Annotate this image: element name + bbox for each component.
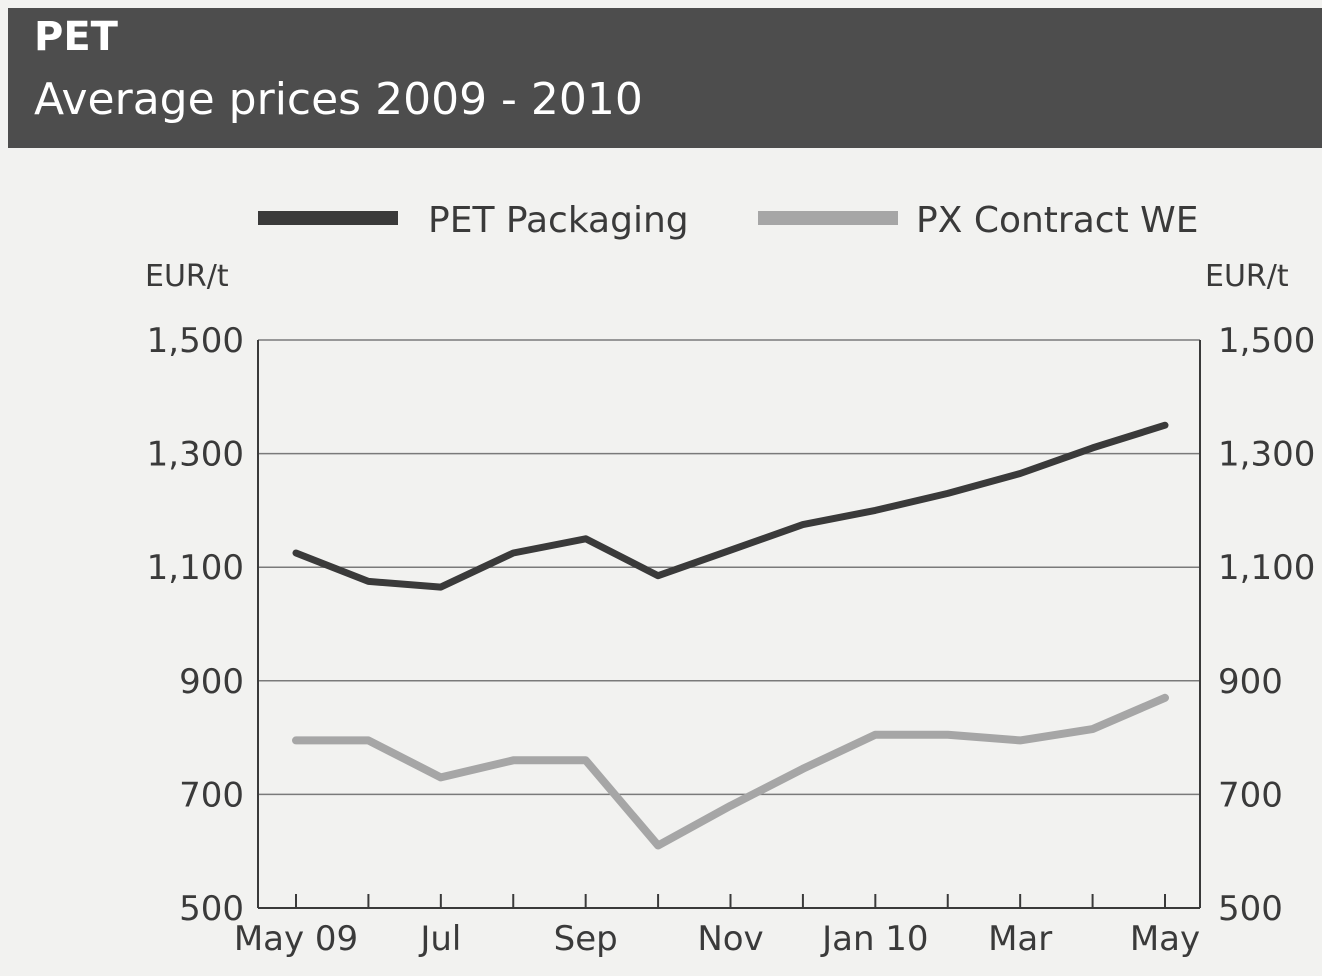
x-tick-label-4: Sep bbox=[554, 919, 618, 959]
chart-title: PET bbox=[34, 14, 118, 60]
data-point-0-7 bbox=[800, 522, 806, 528]
x-tick-label-12: May bbox=[1130, 919, 1200, 959]
data-point-0-9 bbox=[945, 490, 951, 496]
data-point-0-5 bbox=[655, 573, 661, 579]
data-point-1-6 bbox=[728, 803, 733, 809]
y-tick-left-500: 500 bbox=[179, 889, 244, 929]
series-lines bbox=[292, 421, 1169, 850]
data-point-0-12 bbox=[1162, 422, 1168, 428]
data-point-1-5 bbox=[655, 843, 661, 849]
axes bbox=[257, 340, 1201, 909]
series-line-pet-packaging bbox=[292, 421, 1169, 591]
x-tick-label-0: May 09 bbox=[234, 919, 358, 959]
series-line-px-contract-we bbox=[292, 693, 1169, 850]
data-point-1-1 bbox=[365, 737, 371, 743]
data-point-1-3 bbox=[510, 757, 516, 763]
legend-label-px-contract-we: PX Contract WE bbox=[916, 200, 1198, 241]
data-point-0-1 bbox=[365, 578, 371, 584]
data-point-0-8 bbox=[872, 507, 878, 513]
grid-lines bbox=[258, 339, 1200, 796]
data-point-1-10 bbox=[1017, 737, 1023, 743]
data-point-0-10 bbox=[1017, 470, 1023, 476]
y-unit-left: EUR/t bbox=[145, 259, 229, 294]
y-tick-left-700: 700 bbox=[179, 775, 244, 815]
y-tick-right-500: 500 bbox=[1218, 889, 1283, 929]
data-point-1-4 bbox=[583, 757, 589, 763]
legend-label-pet-packaging: PET Packaging bbox=[428, 200, 689, 241]
y-tick-right-1500: 1,500 bbox=[1218, 321, 1315, 361]
data-point-1-11 bbox=[1090, 726, 1096, 732]
data-point-1-12 bbox=[1162, 695, 1168, 701]
y-unit-right: EUR/t bbox=[1205, 259, 1289, 294]
y-tick-labels: 500 500 700 700 900 900 1,100 1,100 1,300 1,300 1,… bbox=[147, 321, 1316, 929]
data-point-1-0 bbox=[293, 737, 299, 743]
y-tick-right-1100: 1,100 bbox=[1218, 548, 1315, 588]
y-tick-right-1300: 1,300 bbox=[1218, 435, 1315, 475]
x-tick-label-6: Nov bbox=[697, 919, 763, 959]
y-tick-left-1100: 1,100 bbox=[147, 548, 244, 588]
data-point-0-0 bbox=[293, 550, 299, 556]
legend: PET Packaging PX Contract WE bbox=[258, 200, 1198, 241]
chart-header: PET Average prices 2009 - 2010 bbox=[8, 8, 1322, 148]
x-tick-labels: May 09 Jul Sep Nov Jan 10 Mar May bbox=[234, 919, 1200, 959]
chart-subtitle: Average prices 2009 - 2010 bbox=[34, 74, 643, 125]
data-point-0-11 bbox=[1090, 445, 1096, 451]
data-point-0-6 bbox=[728, 547, 733, 553]
y-tick-left-1300: 1,300 bbox=[147, 435, 244, 475]
data-point-1-7 bbox=[800, 766, 806, 772]
y-tick-right-700: 700 bbox=[1218, 775, 1283, 815]
data-point-1-9 bbox=[945, 732, 951, 738]
x-tick-label-2: Jul bbox=[418, 919, 461, 959]
x-tick-label-8: Jan 10 bbox=[820, 919, 928, 959]
y-tick-left-1500: 1,500 bbox=[147, 321, 244, 361]
data-point-0-3 bbox=[510, 550, 516, 556]
y-tick-right-900: 900 bbox=[1218, 662, 1283, 702]
y-tick-left-900: 900 bbox=[179, 662, 244, 702]
data-point-1-2 bbox=[438, 774, 444, 780]
data-point-0-2 bbox=[438, 584, 444, 590]
data-point-1-8 bbox=[872, 732, 878, 738]
x-tick-label-10: Mar bbox=[988, 919, 1052, 959]
data-point-0-4 bbox=[583, 536, 589, 542]
